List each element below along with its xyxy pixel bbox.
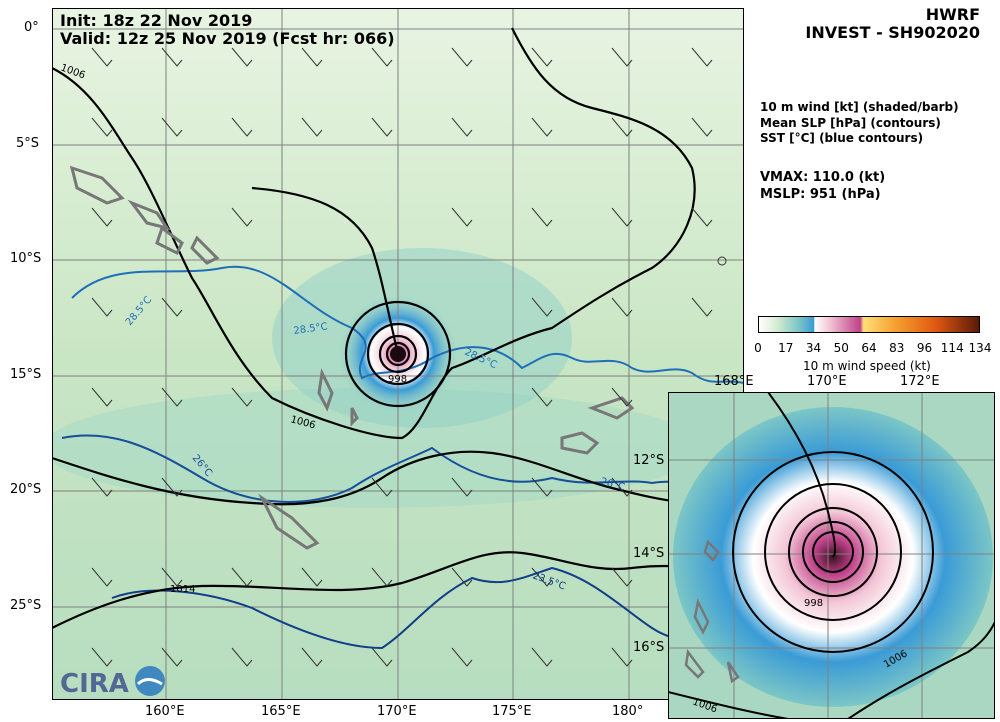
mslp-value: MSLP: 951 (hPa) [760,187,881,202]
inset-grid [668,392,995,719]
wind-band-shading [52,388,702,508]
sst-contours [61,265,744,650]
storm-center-marker [390,346,406,362]
lat-label-20s: 20°S [10,482,42,497]
slp-label: 998 [388,374,407,385]
lon-label-160e: 160°E [145,704,185,719]
lon-label-170e: 170°E [377,704,417,719]
map-frame [52,8,744,700]
slp-label: 1014 [170,584,195,595]
lat-label-25s: 25°S [10,598,42,613]
lat-label-10s: 10°S [10,251,42,266]
wind-barbs [91,47,713,667]
main-map: 1006 1006 998 1014 28.5°C 28.5°C 28.5°C … [52,8,744,700]
init-time-label: Init: 18z 22 Nov 2019 [60,11,253,30]
svg-text:CIRA: CIRA [60,669,129,699]
colorbar-tick-label: 114 [940,341,964,355]
legend-wind: 10 m wind [kt] (shaded/barb) [760,100,959,114]
inset-slp-contours [668,392,995,719]
colorbar-tick-label: 34 [805,341,822,355]
lon-label-165e: 165°E [261,704,301,719]
inset-lon-172e: 172°E [900,374,940,389]
legend-slp: Mean SLP [hPa] (contours) [760,116,941,130]
legend-sst: SST [°C] (blue contours) [760,131,924,145]
inset-lat-12s: 12°S [633,453,665,468]
colorbar-tick-label: 17 [778,341,794,355]
inset-land-outlines [684,539,740,684]
colorbar-tick-label: 50 [833,341,849,355]
inset-lat-16s: 16°S [633,640,665,655]
cira-logo: CIRA [60,666,165,699]
colorbar-tick-label: 96 [916,341,933,355]
colorbar-tick-label: 0 [754,341,762,355]
model-name: HWRF [925,5,980,24]
storm-track [251,186,400,355]
sst-label: 28.5°C [293,321,328,337]
land-outlines [69,165,635,550]
inset-slp-label: 998 [804,598,823,609]
inset-lon-170e: 170°E [807,374,847,389]
lat-label-15s: 15°S [10,367,42,382]
valid-time-label: Valid: 12z 25 Nov 2019 (Fcst hr: 066) [60,29,395,48]
colorbar-tick-label: 64 [861,341,877,355]
inset-lat-14s: 14°S [633,546,665,561]
vmax-value: VMAX: 110.0 (kt) [760,170,886,185]
colorbar-tick-label: 134 [968,341,992,355]
lon-label-175e: 175°E [492,704,532,719]
inset-frame [668,392,995,719]
lat-label-5s: 5°S [16,136,40,151]
lon-label-180: 180° [612,704,644,719]
storm-id: INVEST - SH902020 [805,23,980,42]
inset-map: 998 1006 1006 [668,392,995,719]
wind-speed-colorbar [758,316,980,333]
inset-lon-168e: 168°E [714,374,754,389]
map-point-marker [717,256,727,266]
lat-label-0: 0° [24,20,39,35]
colorbar-title: 10 m wind speed (kt) [803,359,931,373]
colorbar-tick-label: 83 [889,341,905,355]
